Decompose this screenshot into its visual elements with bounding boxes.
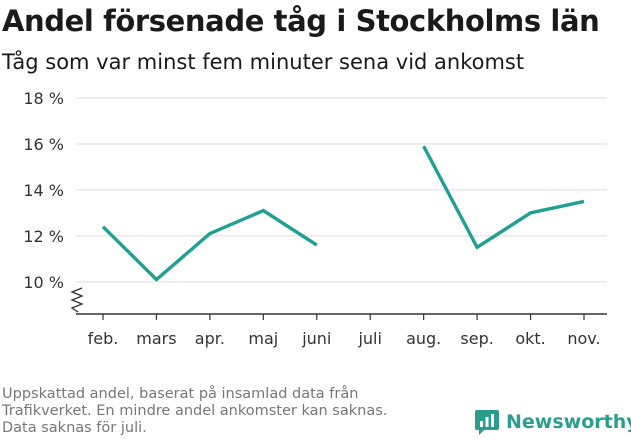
x-tick-label: feb. bbox=[88, 329, 119, 348]
series-line bbox=[101, 208, 318, 282]
y-tick-label: 10 % bbox=[23, 273, 64, 292]
x-tick-label: maj bbox=[248, 329, 278, 348]
logo-text: Newsworthy bbox=[506, 411, 631, 433]
x-tick-label: apr. bbox=[195, 329, 225, 348]
y-tick-label: 12 % bbox=[23, 227, 64, 246]
footer-note: Uppskattad andel, baserat på insamlad da… bbox=[2, 386, 442, 437]
chart-title: Andel försenade tåg i Stockholms län bbox=[2, 4, 600, 38]
footer-line: Uppskattad andel, baserat på insamlad da… bbox=[2, 386, 359, 402]
newsworthy-chart-icon bbox=[475, 410, 499, 435]
x-tick-label: juli bbox=[357, 329, 381, 348]
footer-line: Trafikverket. En mindre andel ankomster … bbox=[2, 403, 388, 419]
y-tick-label: 16 % bbox=[23, 135, 64, 154]
y-tick-label: 14 % bbox=[23, 181, 64, 200]
x-tick-label: juni bbox=[301, 329, 331, 348]
chart-subtitle: Tåg som var minst fem minuter sena vid a… bbox=[2, 50, 525, 74]
axis-break-icon bbox=[70, 287, 84, 313]
x-tick-label: aug. bbox=[406, 329, 441, 348]
line-chart: 10 % 12 % 14 % 16 % 18 % feb. mars apr. maj juni j… bbox=[23, 89, 607, 348]
x-tick-label: okt. bbox=[515, 329, 545, 348]
x-tick-label: mars bbox=[136, 329, 176, 348]
newsworthy-logo: Newsworthy bbox=[474, 408, 631, 436]
x-tick-label: nov. bbox=[567, 329, 600, 348]
footer-line: Data saknas för juli. bbox=[2, 420, 147, 436]
series-line bbox=[422, 145, 585, 250]
y-tick-label: 18 % bbox=[23, 89, 64, 108]
x-tick-label: sep. bbox=[460, 329, 493, 348]
